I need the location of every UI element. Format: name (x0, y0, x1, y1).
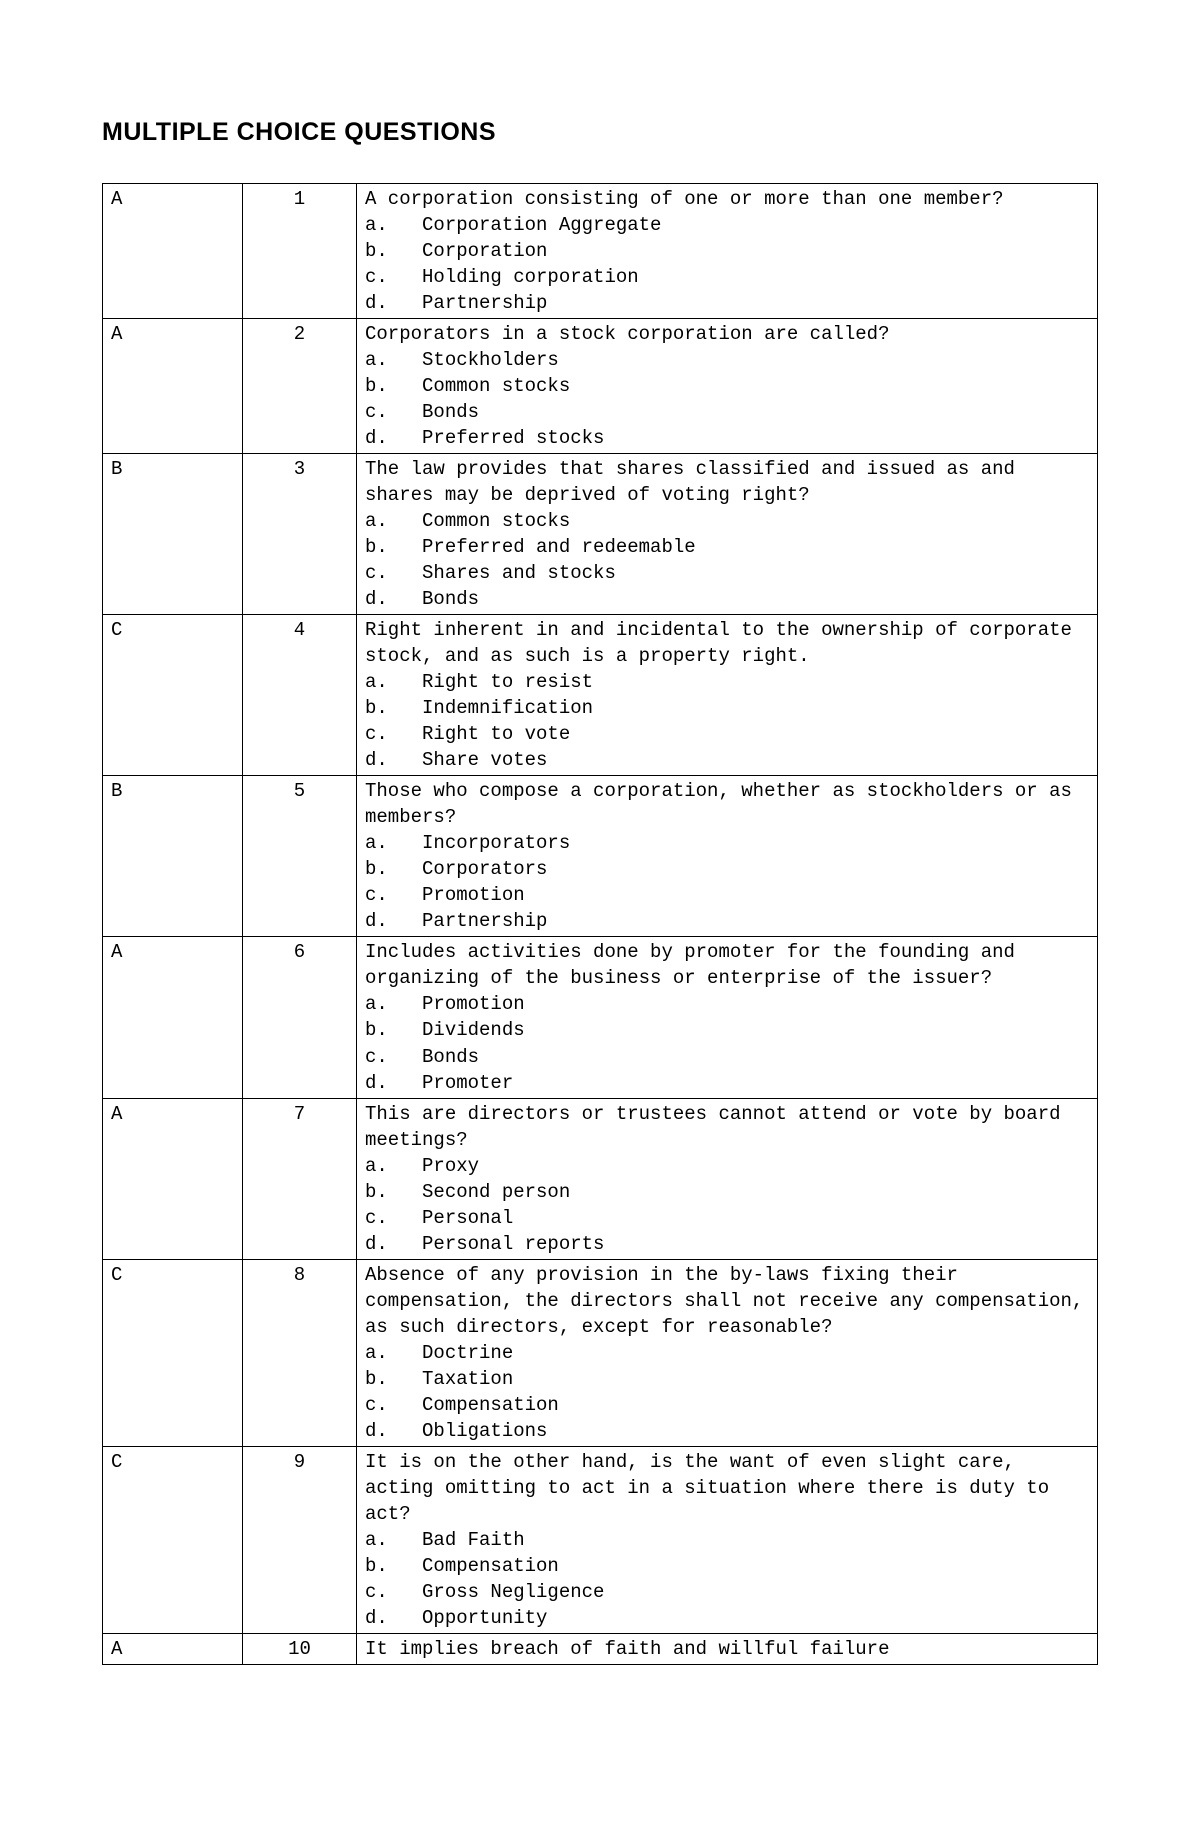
option-line: b. Preferred and redeemable (365, 534, 1091, 560)
option-line: d. Opportunity (365, 1605, 1091, 1631)
option-line: c. Bonds (365, 1044, 1091, 1070)
table-row: B3The law provides that shares classifie… (103, 454, 1098, 615)
number-cell: 7 (243, 1098, 357, 1259)
option-line: d. Promoter (365, 1070, 1091, 1096)
answer-cell: A (103, 184, 243, 319)
question-text: Absence of any provision in the by-laws … (365, 1264, 1083, 1338)
number-cell: 8 (243, 1259, 357, 1446)
option-line: d. Share votes (365, 747, 1091, 773)
question-text: It is on the other hand, is the want of … (365, 1451, 1049, 1525)
question-text: Corporators in a stock corporation are c… (365, 323, 890, 345)
option-line: a. Incorporators (365, 830, 1091, 856)
number-cell: 4 (243, 615, 357, 776)
option-line: b. Indemnification (365, 695, 1091, 721)
option-line: d. Obligations (365, 1418, 1091, 1444)
option-line: b. Common stocks (365, 373, 1091, 399)
question-cell: A corporation consisting of one or more … (357, 184, 1098, 319)
option-line: a. Common stocks (365, 508, 1091, 534)
answer-cell: B (103, 454, 243, 615)
option-line: b. Corporators (365, 856, 1091, 882)
option-line: c. Personal (365, 1205, 1091, 1231)
question-text: This are directors or trustees cannot at… (365, 1103, 1061, 1151)
number-cell: 5 (243, 776, 357, 937)
question-text: It implies breach of faith and willful f… (365, 1638, 890, 1660)
question-cell: Absence of any provision in the by-laws … (357, 1259, 1098, 1446)
number-cell: 3 (243, 454, 357, 615)
question-text: Right inherent in and incidental to the … (365, 619, 1072, 667)
option-line: c. Promotion (365, 882, 1091, 908)
number-cell: 1 (243, 184, 357, 319)
option-line: a. Corporation Aggregate (365, 212, 1091, 238)
question-cell: Corporators in a stock corporation are c… (357, 319, 1098, 454)
mcq-table: A1A corporation consisting of one or mor… (102, 183, 1098, 1665)
question-cell: The law provides that shares classified … (357, 454, 1098, 615)
answer-cell: A (103, 319, 243, 454)
option-line: b. Compensation (365, 1553, 1091, 1579)
table-row: A2 Corporators in a stock corporation are… (103, 319, 1098, 454)
question-text: The law provides that shares classified … (365, 458, 1015, 506)
answer-cell: C (103, 615, 243, 776)
question-cell: It is on the other hand, is the want of … (357, 1446, 1098, 1633)
question-cell: Right inherent in and incidental to the … (357, 615, 1098, 776)
table-row: A6Includes activities done by promoter f… (103, 937, 1098, 1098)
table-row: C9It is on the other hand, is the want o… (103, 1446, 1098, 1633)
number-cell: 9 (243, 1446, 357, 1633)
option-line: d. Preferred stocks (365, 425, 1091, 451)
number-cell: 6 (243, 937, 357, 1098)
option-line: a. Proxy (365, 1153, 1091, 1179)
option-line: a. Doctrine (365, 1340, 1091, 1366)
option-line: b. Dividends (365, 1017, 1091, 1043)
option-line: c. Shares and stocks (365, 560, 1091, 586)
answer-cell: C (103, 1259, 243, 1446)
table-row: A10 It implies breach of faith and willfu… (103, 1633, 1098, 1664)
page-title: MULTIPLE CHOICE QUESTIONS (102, 118, 1098, 147)
answer-cell: A (103, 1633, 243, 1664)
question-cell: It implies breach of faith and willful f… (357, 1633, 1098, 1664)
table-row: C8Absence of any provision in the by-law… (103, 1259, 1098, 1446)
option-line: a. Right to resist (365, 669, 1091, 695)
option-line: b. Second person (365, 1179, 1091, 1205)
question-cell: This are directors or trustees cannot at… (357, 1098, 1098, 1259)
table-row: A7This are directors or trustees cannot … (103, 1098, 1098, 1259)
answer-cell: C (103, 1446, 243, 1633)
question-cell: Those who compose a corporation, whether… (357, 776, 1098, 937)
question-text: Those who compose a corporation, whether… (365, 780, 1072, 828)
option-line: a. Stockholders (365, 347, 1091, 373)
option-line: d. Bonds (365, 586, 1091, 612)
option-line: c. Compensation (365, 1392, 1091, 1418)
number-cell: 10 (243, 1633, 357, 1664)
option-line: c. Holding corporation (365, 264, 1091, 290)
question-text: Includes activities done by promoter for… (365, 941, 1015, 989)
option-line: b. Corporation (365, 238, 1091, 264)
option-line: c. Bonds (365, 399, 1091, 425)
option-line: a. Bad Faith (365, 1527, 1091, 1553)
answer-cell: B (103, 776, 243, 937)
option-line: d. Personal reports (365, 1231, 1091, 1257)
option-line: d. Partnership (365, 290, 1091, 316)
answer-cell: A (103, 937, 243, 1098)
question-cell: Includes activities done by promoter for… (357, 937, 1098, 1098)
option-line: c. Gross Negligence (365, 1579, 1091, 1605)
table-row: A1 A corporation consisting of one or mor… (103, 184, 1098, 319)
table-row: B5Those who compose a corporation, wheth… (103, 776, 1098, 937)
answer-cell: A (103, 1098, 243, 1259)
question-text: A corporation consisting of one or more … (365, 188, 1004, 210)
option-line: a. Promotion (365, 991, 1091, 1017)
table-row: C4Right inherent in and incidental to th… (103, 615, 1098, 776)
option-line: b. Taxation (365, 1366, 1091, 1392)
option-line: c. Right to vote (365, 721, 1091, 747)
option-line: d. Partnership (365, 908, 1091, 934)
number-cell: 2 (243, 319, 357, 454)
